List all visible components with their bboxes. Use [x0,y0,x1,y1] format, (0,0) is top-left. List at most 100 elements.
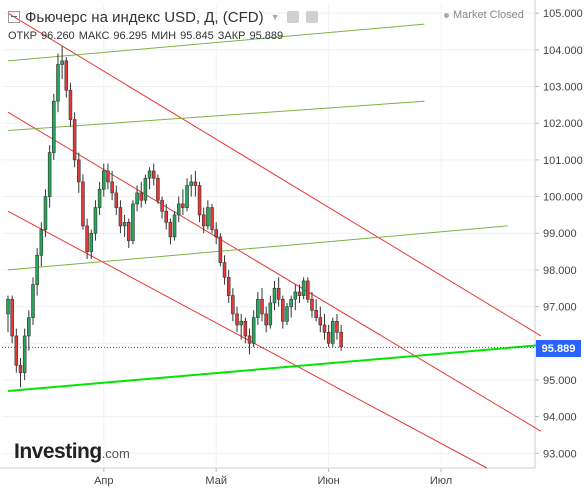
y-tick-label: 102.000 [543,118,583,130]
candle-body [127,221,131,241]
candle-body [176,203,181,216]
gear-icon[interactable] [305,11,318,23]
green-channel-bottom[interactable] [7,225,508,271]
candle-body [247,335,252,344]
candle-body [18,364,23,373]
candle [318,306,323,333]
candle-body [64,60,69,91]
candle-body [239,320,243,326]
candle-body [35,254,39,285]
y-tick-label: 103.000 [543,82,583,94]
candle [131,200,135,245]
y-tick-label: 100.000 [543,192,583,204]
candle [222,255,227,285]
candle [281,295,285,329]
candle [6,295,10,333]
candle-body [318,317,323,326]
candle-body [210,207,214,230]
candle [102,163,106,197]
candle-body [193,181,198,186]
candle-body [281,298,285,322]
candle-body [314,309,318,318]
candle [110,170,114,201]
candle [64,57,69,98]
candle-body [81,181,85,227]
candle [118,200,123,234]
candle [185,178,189,212]
candle-body [322,324,327,333]
y-tick-label: 101.000 [543,155,583,167]
green-channel-mid[interactable] [7,100,425,132]
x-tick-label: Июн [318,475,340,487]
candle-body [156,177,160,201]
red-channel-mid[interactable] [7,111,542,432]
candle [310,291,314,318]
candle [331,317,335,347]
support-line[interactable] [7,342,562,392]
candle-body [56,64,60,102]
candle-body [10,298,14,337]
candle [247,328,252,355]
candle [260,288,264,322]
camera-icon[interactable] [286,11,299,23]
y-tick-label: 95.000 [543,375,577,387]
candle-body [110,181,114,194]
chevron-down-icon[interactable]: ▼ [270,12,280,22]
red-channel-bottom[interactable] [7,210,488,469]
candle [226,269,231,303]
candle-body [52,100,56,153]
candle [189,174,193,197]
grid [0,0,536,469]
candle [122,214,127,237]
candle-body [222,262,227,278]
candle-body [243,320,248,337]
high-label: МАКС [78,30,110,42]
candle [181,189,185,215]
candle-body [268,302,273,326]
candle-body [256,298,260,318]
close-label: ЗАКР [217,30,246,42]
red-channel-top[interactable] [7,12,542,337]
candle [239,313,243,340]
candle-body [97,188,102,208]
candle-body [276,287,281,300]
candle-body [185,185,189,208]
y-tick-label: 93.000 [543,448,577,460]
candle-body [114,192,119,208]
candle-body [27,317,31,337]
investing-logo: Investing .com [14,440,130,464]
candle [164,203,168,230]
candle-body [143,177,148,201]
close-value: 95.889 [249,30,284,42]
candle-body [326,331,331,344]
candle [22,328,27,380]
candle-body [218,236,223,263]
candle [306,277,310,303]
last-price-tag: 95.889 [536,340,581,357]
candle-body [301,280,306,296]
candle [206,200,210,230]
candle-body [89,232,94,252]
candle [272,280,277,311]
collapse-icon[interactable] [8,11,20,23]
candle [93,200,98,241]
candle [335,313,339,340]
candle [256,291,260,325]
candle [214,222,218,245]
chart-title: Фьючерс на индекс USD, Д, (CFD) [25,8,264,26]
green-channel-top[interactable] [7,23,425,62]
candle-body [72,119,77,161]
candle-body [14,335,19,366]
candle [172,211,177,241]
candle-body [147,170,152,179]
candle [301,277,306,300]
candle-body [231,295,235,315]
candle-body [310,298,314,311]
low-value: 95.845 [180,30,214,42]
candle-body [181,203,185,208]
candle [218,233,223,267]
candle-body [60,60,64,65]
y-tick-label: 97.000 [543,302,577,314]
